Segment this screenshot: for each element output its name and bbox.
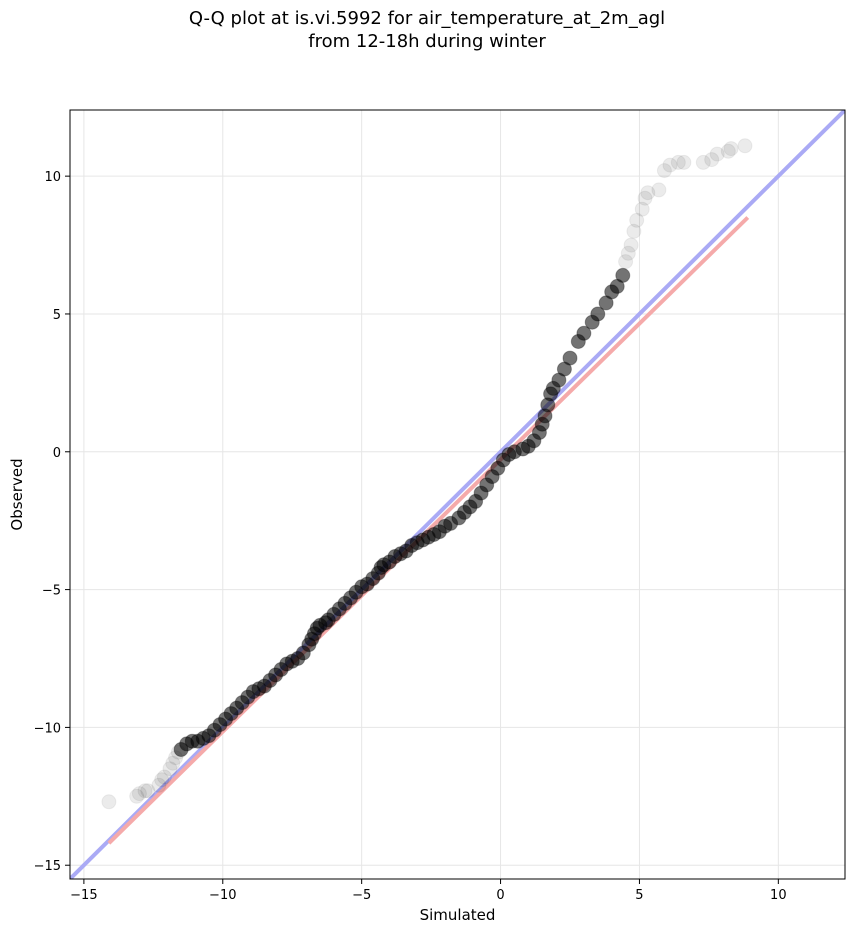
data-point (162, 761, 178, 777)
data-point (137, 783, 153, 799)
data-point (634, 201, 650, 217)
data-point (623, 237, 639, 253)
y-tick-label: 0 (53, 446, 61, 461)
data-point (618, 254, 634, 270)
plot-frame (69, 109, 846, 880)
reference-lines (70, 110, 845, 879)
x-tick-label: −10 (209, 888, 236, 903)
data-point (720, 143, 736, 159)
data-point (640, 185, 656, 201)
data-point (656, 163, 672, 179)
data-point (101, 794, 117, 810)
data-point (151, 777, 167, 793)
data-point (723, 141, 739, 157)
data-point (695, 154, 711, 170)
data-point (140, 783, 156, 799)
data-point (676, 154, 692, 170)
data-point (626, 223, 642, 239)
y-tick-label: −10 (34, 721, 61, 736)
data-point (704, 152, 720, 168)
x-axis-label: Simulated (420, 906, 496, 924)
data-point (662, 157, 678, 173)
x-tick-label: −15 (70, 888, 97, 903)
data-point (154, 772, 170, 788)
data-point (129, 788, 145, 804)
chart-subtitle: from 12-18h during winter (308, 31, 546, 52)
y-tick-label: −15 (34, 859, 61, 874)
data-point (576, 325, 592, 341)
y-tick-label: 5 (53, 308, 61, 323)
data-point (562, 350, 578, 366)
chart-title: Q-Q plot at is.vi.5992 for air_temperatu… (188, 8, 666, 29)
data-point (629, 212, 645, 228)
data-point (620, 245, 636, 261)
data-point (737, 138, 753, 154)
data-points (101, 138, 753, 810)
data-point (637, 190, 653, 206)
x-axis-ticks: −15 −10 −5 0 5 10 (70, 879, 787, 903)
data-point (165, 755, 181, 771)
data-point (651, 182, 667, 198)
data-point (709, 146, 725, 162)
x-tick-label: 10 (770, 888, 787, 903)
y-tick-label: −5 (42, 584, 61, 599)
data-point (156, 769, 172, 785)
x-tick-label: −5 (352, 888, 371, 903)
x-tick-label: 5 (635, 888, 643, 903)
data-point (670, 154, 686, 170)
data-point (131, 786, 147, 802)
data-point (615, 267, 631, 283)
data-point (590, 306, 606, 322)
y-tick-label: 10 (44, 170, 61, 185)
x-tick-label: 0 (496, 888, 504, 903)
y-axis-label: Observed (8, 458, 26, 530)
grid-lines (70, 110, 845, 879)
y-axis-ticks: −15 −10 −5 0 5 10 (34, 170, 70, 874)
identity-reference-line (70, 110, 845, 879)
